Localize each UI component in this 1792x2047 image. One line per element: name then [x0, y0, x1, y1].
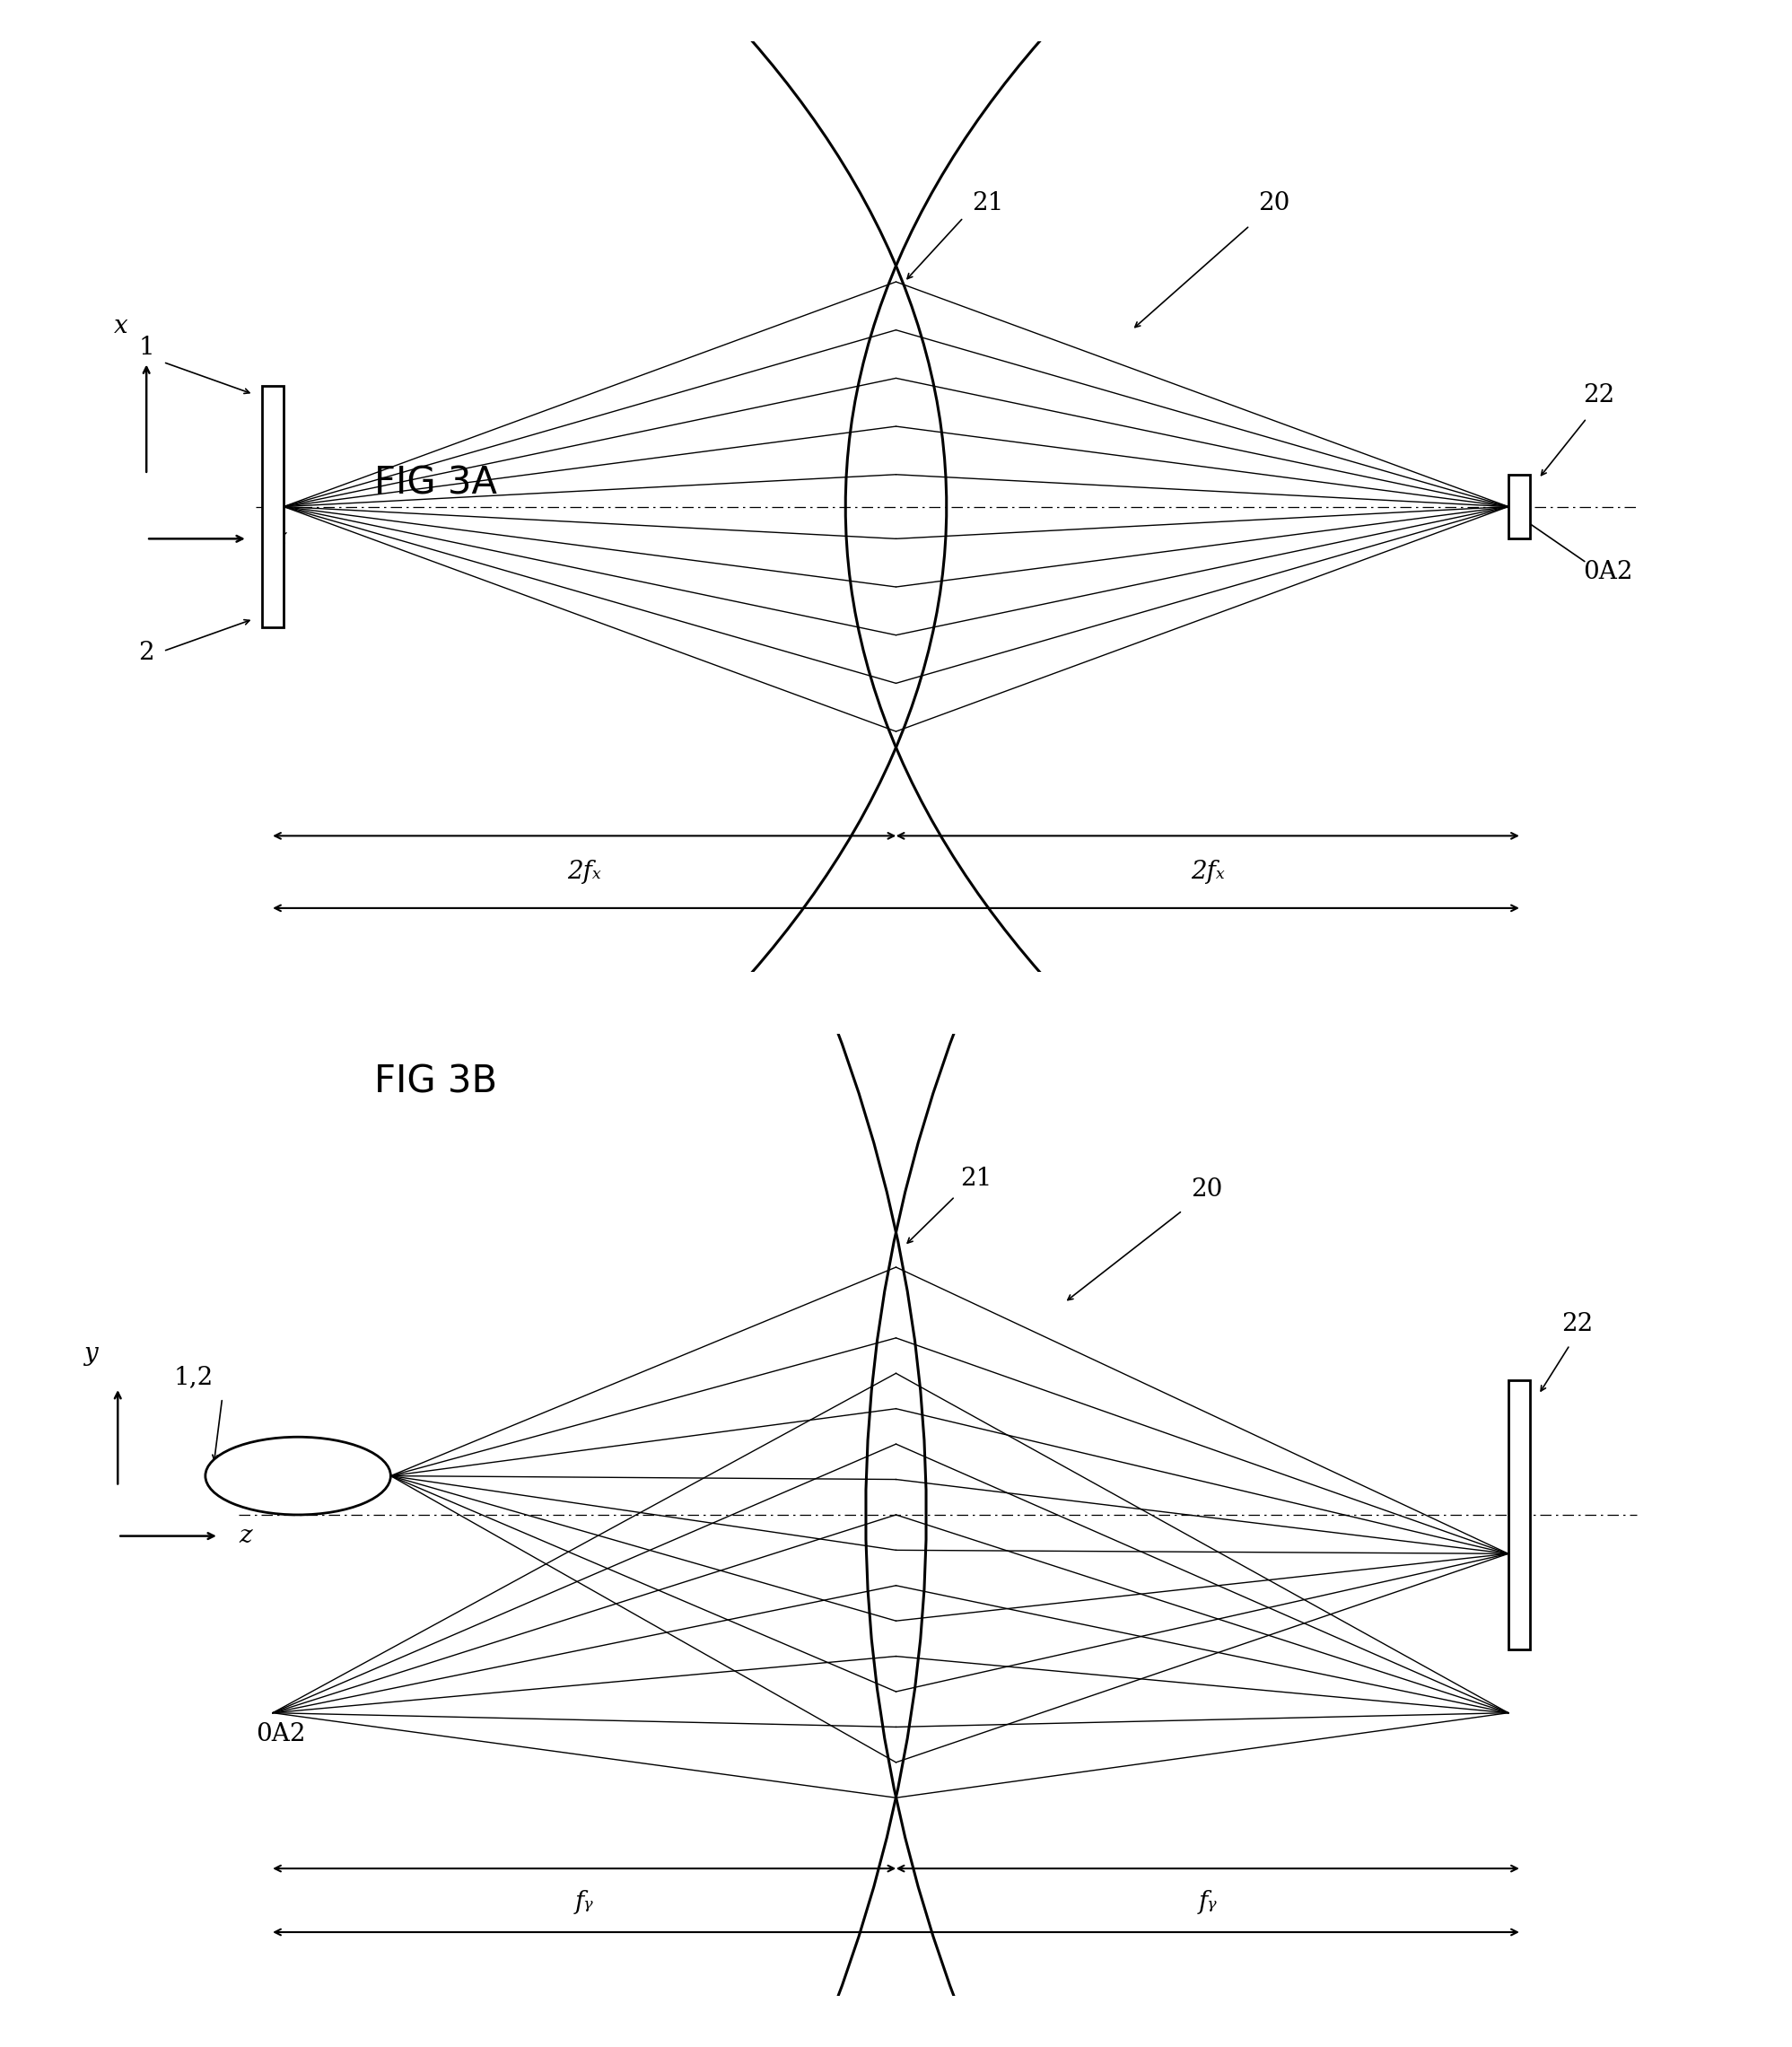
Text: x: x [115, 313, 129, 338]
Text: z: z [272, 526, 287, 551]
Text: 0A2: 0A2 [1584, 561, 1633, 583]
Text: z: z [238, 1523, 253, 1548]
Text: 21: 21 [971, 190, 1004, 215]
Text: y: y [84, 1343, 99, 1365]
Text: 20: 20 [1190, 1177, 1222, 1202]
Circle shape [206, 1437, 391, 1515]
Text: 2fₓ: 2fₓ [568, 860, 602, 884]
Text: 1: 1 [138, 336, 154, 360]
Text: 2: 2 [138, 641, 154, 665]
Text: 21: 21 [961, 1167, 991, 1191]
Text: fᵧ: fᵧ [1199, 1889, 1217, 1914]
Bar [262, 387, 283, 626]
Text: 2fₓ: 2fₓ [1190, 860, 1224, 884]
Text: 22: 22 [1561, 1312, 1593, 1337]
Text: fᵧ: fᵧ [575, 1889, 593, 1914]
Text: 0A2: 0A2 [256, 1722, 306, 1746]
Text: FIG 3A: FIG 3A [375, 465, 496, 502]
Bar [1509, 475, 1530, 538]
Text: FIG 3B: FIG 3B [375, 1062, 496, 1101]
Text: 20: 20 [1258, 190, 1290, 215]
Text: 1,2: 1,2 [174, 1365, 213, 1390]
Bar [1509, 1380, 1530, 1650]
Text: 22: 22 [1584, 383, 1615, 407]
